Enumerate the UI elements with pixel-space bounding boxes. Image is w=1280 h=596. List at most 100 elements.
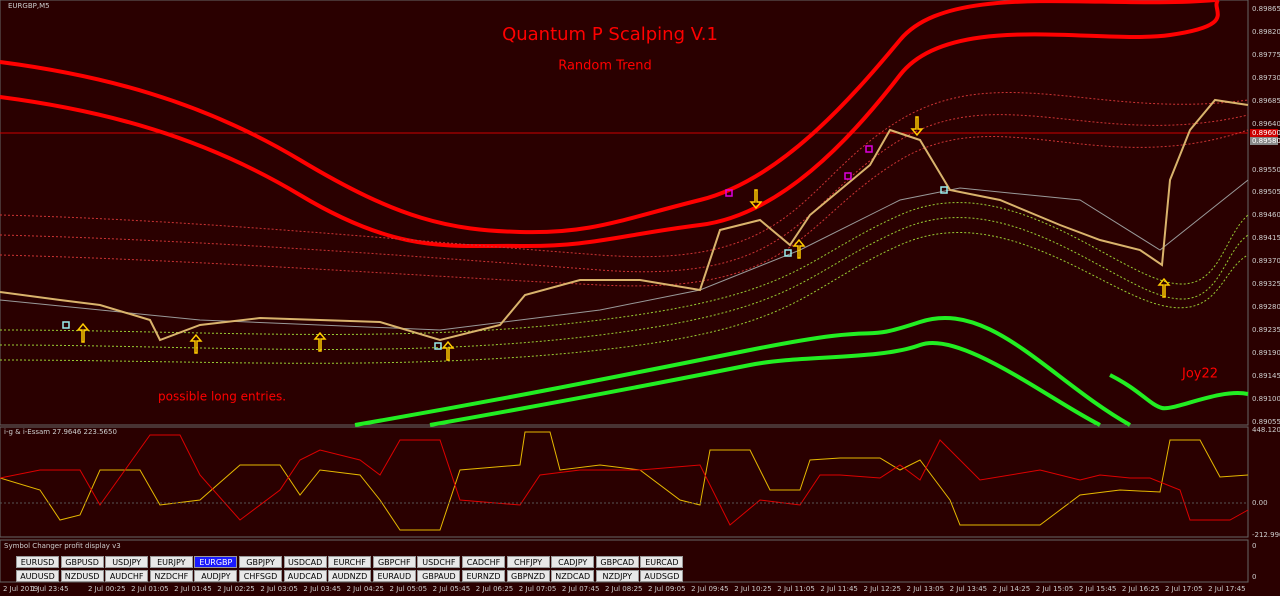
axis-label: 2 Jul 01:45 <box>174 585 212 593</box>
symbol-button[interactable]: GBPCAD <box>595 556 639 568</box>
axis-label: 2 Jul 15:05 <box>1036 585 1074 593</box>
symbol-button[interactable]: GBPJPY <box>239 556 282 568</box>
axis-label: 0.89580 <box>1252 137 1280 145</box>
symbol-button[interactable]: CADCHF <box>462 556 505 568</box>
axis-label: 0.89730 <box>1252 74 1280 82</box>
symbol-button[interactable]: USDCHF <box>417 556 461 568</box>
square <box>62 321 70 329</box>
axis-label: 2 Jul 13:05 <box>907 585 945 593</box>
price-tag <box>1250 137 1278 145</box>
upper-band <box>0 0 1220 249</box>
dotted-band <box>0 202 1249 335</box>
bands <box>0 0 1249 427</box>
axis-label: 2 Jul 09:45 <box>691 585 729 593</box>
axis-label: 0.89600 <box>1252 129 1280 137</box>
symbol-button[interactable]: AUDJPY <box>194 570 238 582</box>
axis-label: 2 Jul 17:05 <box>1165 585 1203 593</box>
symbol-button[interactable]: EURNZD <box>462 570 505 582</box>
price-axis: 0.89865 0.89820 0.89775 0.89730 0.89685 0.896… <box>1252 5 1280 581</box>
symbol-button[interactable]: AUDCHF <box>105 570 149 582</box>
symbol-button[interactable]: USDCAD <box>283 556 327 568</box>
symbol-button[interactable]: CADJPY <box>551 556 595 568</box>
axis-label: 2 Jul 05:45 <box>433 585 471 593</box>
symbol-button[interactable]: EURCHF <box>328 556 372 568</box>
symbol-button[interactable]: GBPNZD <box>506 570 550 582</box>
arrow-up <box>792 238 806 259</box>
axis-label: 0.89190 <box>1252 349 1280 357</box>
axis-label: 0.89820 <box>1252 28 1280 36</box>
axis-label: 2 Jul 09:05 <box>648 585 686 593</box>
indicator-label: i-g & i-Essam 27.9646 223.5650 <box>4 428 117 436</box>
symbol-button[interactable]: EURUSD <box>16 556 59 568</box>
axis-label: 2 Jul 2019 <box>3 585 38 593</box>
symbol-button[interactable]: GBPAUD <box>417 570 461 582</box>
axis-label: 0 <box>1252 573 1256 581</box>
square <box>844 172 852 180</box>
symbol-button[interactable]: GBPUSD <box>60 556 104 568</box>
axis-label: 2 Jul 12:25 <box>863 585 901 593</box>
symbol-button[interactable]: AUDSGD <box>640 570 684 582</box>
symbol-button[interactable]: GBPCHF <box>372 556 416 568</box>
axis-label: 2 Jul 05:05 <box>390 585 428 593</box>
indicator-line-red <box>0 434 1249 526</box>
symbol-button[interactable]: NZDCAD <box>551 570 595 582</box>
arrow-up <box>1157 277 1171 298</box>
square <box>434 342 442 350</box>
axis-label: 2 Jul 06:25 <box>476 585 514 593</box>
price-tag <box>1250 129 1278 137</box>
axis-label: 0.89280 <box>1252 303 1280 311</box>
symbol-button[interactable]: NZDCHF <box>149 570 193 582</box>
lower-band <box>354 315 1131 427</box>
arrow-down <box>910 116 924 137</box>
dotted-band <box>0 92 1249 258</box>
axis-label: 2 Jul 14:25 <box>993 585 1031 593</box>
axis-label: 0.89325 <box>1252 280 1280 288</box>
axis-label: 0.89235 <box>1252 326 1280 334</box>
axis-label: 0.89550 <box>1252 166 1280 174</box>
dotted-band <box>0 129 1249 287</box>
price-candles <box>0 98 1249 342</box>
symbol-button[interactable]: EURCAD <box>640 556 684 568</box>
symbol-button[interactable]: EURAUD <box>372 570 416 582</box>
axis-label: 2 Jul 00:25 <box>88 585 126 593</box>
symbol-button[interactable]: CHFJPY <box>506 556 550 568</box>
axis-label: 2 Jul 13:45 <box>950 585 988 593</box>
axis-label: 0 <box>1252 542 1256 550</box>
dotted-band <box>0 114 1249 273</box>
axis-label: 0.89505 <box>1252 188 1280 196</box>
axis-label: 2 Jul 07:45 <box>562 585 600 593</box>
axis-label: 2 Jul 07:05 <box>519 585 557 593</box>
symbol-button[interactable]: NZDJPY <box>595 570 639 582</box>
indicator-pane <box>0 426 1249 538</box>
axis-label: 2 Jul 11:05 <box>777 585 815 593</box>
symbol-button[interactable]: NZDUSD <box>60 570 104 582</box>
axis-label: 0.89100 <box>1252 395 1280 403</box>
axis-label: 2 Jul 02:25 <box>217 585 255 593</box>
lower-band <box>429 341 1101 427</box>
panel-label: Symbol Changer profit display v3 <box>4 542 121 550</box>
symbol-label: EURGBP,M5 <box>8 2 50 10</box>
entry-arrows <box>76 116 1171 361</box>
signal-squares <box>62 145 948 350</box>
axis-label: 0.89415 <box>1252 234 1280 242</box>
symbol-button[interactable]: AUDNZD <box>328 570 372 582</box>
square <box>725 189 733 197</box>
dotted-band <box>0 232 1249 364</box>
main-pane <box>0 0 1249 426</box>
symbol-button[interactable]: CHFSGD <box>239 570 282 582</box>
axis-label: 0.89775 <box>1252 51 1280 59</box>
symbol-button[interactable]: AUDUSD <box>16 570 59 582</box>
axis-label: 0.89865 <box>1252 5 1280 13</box>
symbol-button[interactable]: EURGBP <box>194 556 238 568</box>
axis-label: 2 Jul 03:05 <box>260 585 298 593</box>
square <box>940 186 948 194</box>
symbol-button[interactable]: EURJPY <box>149 556 193 568</box>
axis-label: 448.1208 <box>1252 426 1280 434</box>
symbol-button[interactable]: AUDCAD <box>283 570 327 582</box>
axis-label: -212.9902 <box>1252 531 1280 539</box>
symbol-button[interactable]: USDJPY <box>105 556 149 568</box>
axis-label: 2 Jul 03:45 <box>303 585 341 593</box>
axis-label: 2 Jul 01:05 <box>131 585 169 593</box>
